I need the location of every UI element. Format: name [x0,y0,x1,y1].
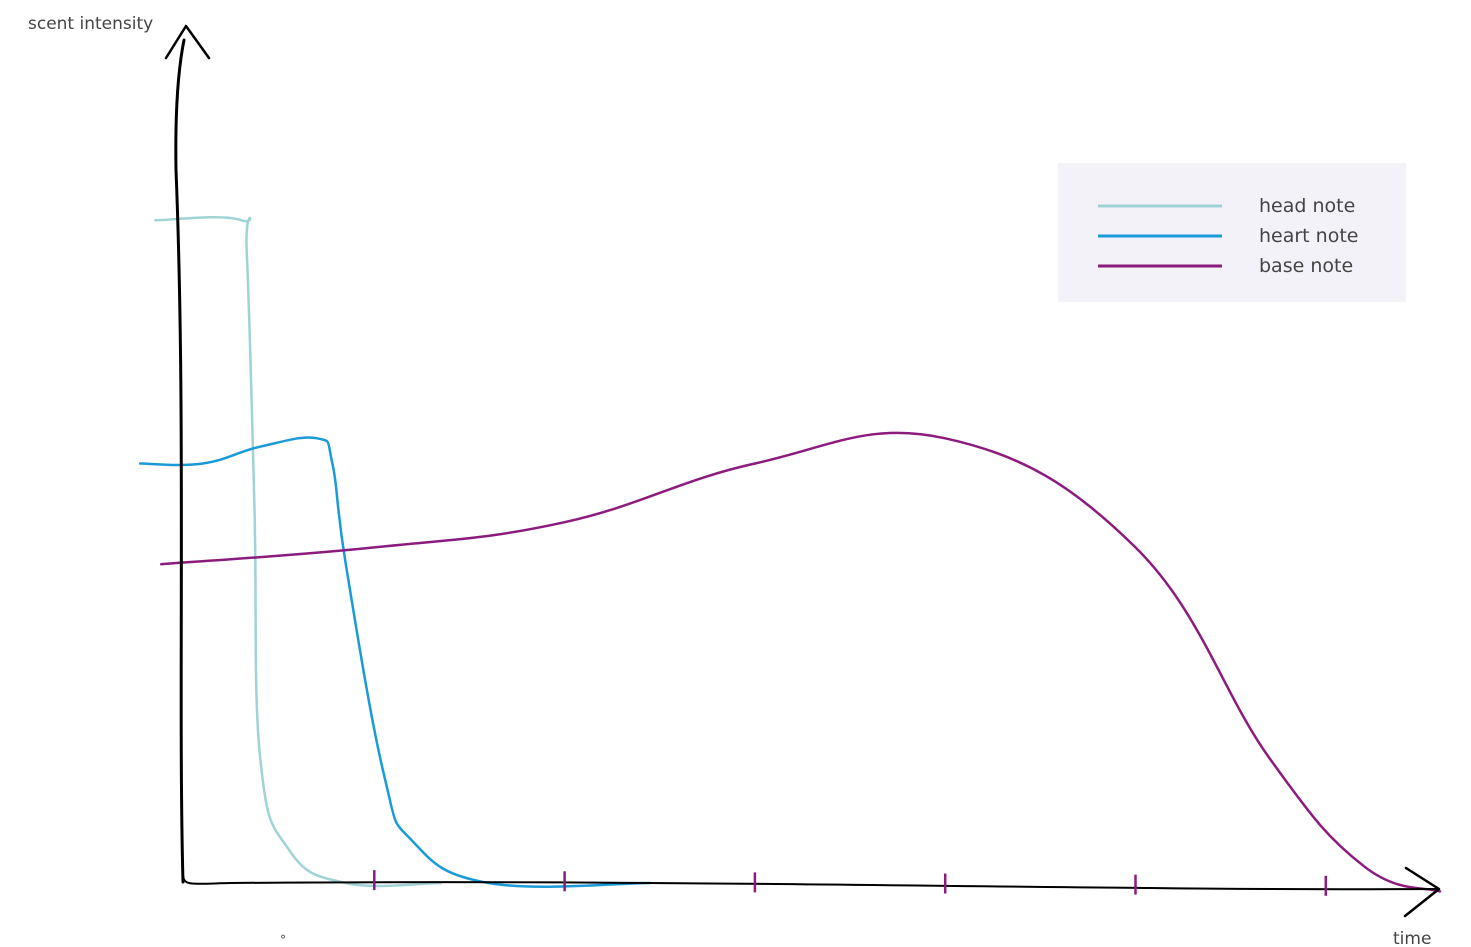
legend: head note heart note base note [1058,163,1406,302]
stray-mark: ° [280,933,286,947]
series-line-heart-note [138,436,652,888]
legend-label-heart-note: heart note [1259,225,1358,247]
legend-label-base-note: base note [1259,255,1353,277]
legend-box [1058,163,1406,302]
x-axis-arrowhead [1403,866,1441,918]
y-axis-arrowhead [164,24,211,60]
y-axis: scent intensity [28,14,211,884]
x-axis-label: time [1393,929,1431,947]
y-axis-line [174,38,186,884]
y-axis-label: scent intensity [28,14,153,34]
series-layer [138,215,1442,893]
x-axis: time [182,866,1441,947]
series-line-base-note [159,431,1442,893]
series-line-head-note [154,215,443,888]
x-axis-line [182,874,1439,891]
legend-label-head-note: head note [1259,195,1355,217]
